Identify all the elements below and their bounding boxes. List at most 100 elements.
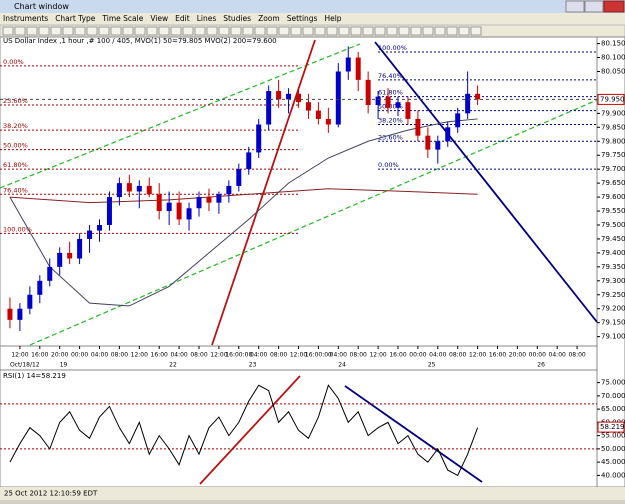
y-tick-label: 75.000: [601, 379, 625, 387]
menu-item[interactable]: View: [150, 14, 168, 23]
toolbar-button[interactable]: [278, 26, 290, 36]
x-tick-label: 08:00: [190, 352, 207, 359]
x-tick-label: 16:00:00: [305, 352, 332, 359]
toolbar-button[interactable]: [110, 26, 122, 36]
time-axis: [0, 345, 598, 371]
menu-item[interactable]: Edit: [175, 14, 190, 23]
candle-body: [345, 57, 351, 72]
candle-body: [166, 202, 172, 212]
x-tick-label: 12:00: [290, 352, 307, 359]
date-label: Oct/18/12: [10, 362, 40, 369]
toolbar-button[interactable]: [410, 26, 422, 36]
toolbar-button[interactable]: [446, 26, 458, 36]
toolbar-button[interactable]: [182, 26, 194, 36]
menu-item[interactable]: Time Scale: [101, 14, 143, 23]
toolbar-button[interactable]: [242, 26, 254, 36]
toolbar-button[interactable]: [206, 26, 218, 36]
y-tick-label: 65.000: [601, 405, 625, 413]
toolbar-button[interactable]: [338, 26, 350, 36]
minimize-button[interactable]: [565, 0, 585, 13]
candle-body: [106, 197, 112, 225]
toolbar-button[interactable]: [326, 26, 338, 36]
toolbar-button[interactable]: [458, 26, 470, 36]
menu-item[interactable]: Chart Type: [55, 14, 96, 23]
menu-item[interactable]: Settings: [287, 14, 318, 23]
x-tick-label: 16:00: [31, 352, 48, 359]
y-tick-label: 79.150: [601, 319, 625, 327]
y-tick-label: 50.000: [601, 445, 625, 453]
last-value-label: 58.219: [600, 423, 625, 431]
toolbar-button[interactable]: [422, 26, 434, 36]
price-panel: [0, 36, 598, 347]
menu-item[interactable]: Studies: [223, 14, 251, 23]
menu-item[interactable]: Instruments: [3, 14, 48, 23]
toolbar-button[interactable]: [374, 26, 386, 36]
toolbar-button[interactable]: [254, 26, 266, 36]
toolbar-button[interactable]: [398, 26, 410, 36]
toolbar-button[interactable]: [62, 26, 74, 36]
toolbar-button[interactable]: [74, 26, 86, 36]
x-tick-label: 04:00: [549, 352, 566, 359]
toolbar-button[interactable]: [302, 26, 314, 36]
rsi-panel: [0, 369, 598, 488]
toolbar-button[interactable]: [86, 26, 98, 36]
x-tick-label: 08:00: [449, 352, 466, 359]
toolbar-button[interactable]: [170, 26, 182, 36]
maximize-button[interactable]: [584, 0, 604, 13]
fib-label: 0.00%: [378, 161, 399, 169]
toolbar-button[interactable]: [230, 26, 242, 36]
toolbar-button[interactable]: [194, 26, 206, 36]
toolbar-button[interactable]: [386, 26, 398, 36]
candle-body: [57, 252, 63, 267]
candle-body: [97, 224, 102, 231]
date-label: 25: [428, 362, 436, 369]
date-label: 24: [338, 362, 346, 369]
fib-label: 61.80%: [378, 89, 403, 97]
candle-body: [266, 91, 272, 125]
last-value-box: [597, 421, 625, 433]
x-tick-label: 04:00: [330, 352, 347, 359]
candle-body: [405, 102, 411, 119]
toolbar-button[interactable]: [158, 26, 170, 36]
toolbar-button[interactable]: [314, 26, 326, 36]
toolbar-button[interactable]: [290, 26, 302, 36]
candle-body: [395, 102, 401, 108]
y-tick-label: 79.600: [601, 193, 625, 201]
menu-item[interactable]: Help: [324, 14, 341, 23]
fib-label: 23.60%: [3, 97, 28, 105]
candle-body: [355, 57, 361, 80]
toolbar-button[interactable]: [362, 26, 374, 36]
candle-body: [67, 252, 73, 259]
toolbar-button[interactable]: [266, 26, 278, 36]
candle-body: [286, 93, 292, 100]
toolbar-button[interactable]: [350, 26, 362, 36]
toolbar-button[interactable]: [470, 26, 482, 36]
y-tick-label: 79.700: [601, 165, 625, 173]
candle-body: [315, 110, 321, 119]
toolbar-button[interactable]: [98, 26, 110, 36]
toolbar-button[interactable]: [2, 26, 14, 36]
candle-body: [186, 208, 192, 220]
candle-body: [445, 127, 451, 142]
close-button[interactable]: [603, 0, 625, 13]
toolbar-button[interactable]: [122, 26, 134, 36]
candle-body: [27, 294, 33, 309]
y-tick-label: 80.100: [601, 54, 625, 62]
toolbar-button[interactable]: [50, 26, 62, 36]
candle-body: [425, 135, 431, 150]
menu-item[interactable]: Lines: [197, 14, 217, 23]
candle-body: [276, 91, 282, 100]
toolbar-button[interactable]: [434, 26, 446, 36]
candle-body: [216, 194, 222, 203]
toolbar-button[interactable]: [146, 26, 158, 36]
toolbar-button[interactable]: [14, 26, 26, 36]
toolbar-button[interactable]: [38, 26, 50, 36]
y-tick-label: 40.000: [601, 471, 625, 479]
toolbar-button[interactable]: [134, 26, 146, 36]
fib-label: 38.20%: [378, 117, 403, 125]
toolbar-button[interactable]: [26, 26, 38, 36]
x-tick-label: 12:00: [210, 352, 227, 359]
x-tick-label: 04:00: [429, 352, 446, 359]
menu-item[interactable]: Zoom: [258, 14, 280, 23]
toolbar-button[interactable]: [218, 26, 230, 36]
